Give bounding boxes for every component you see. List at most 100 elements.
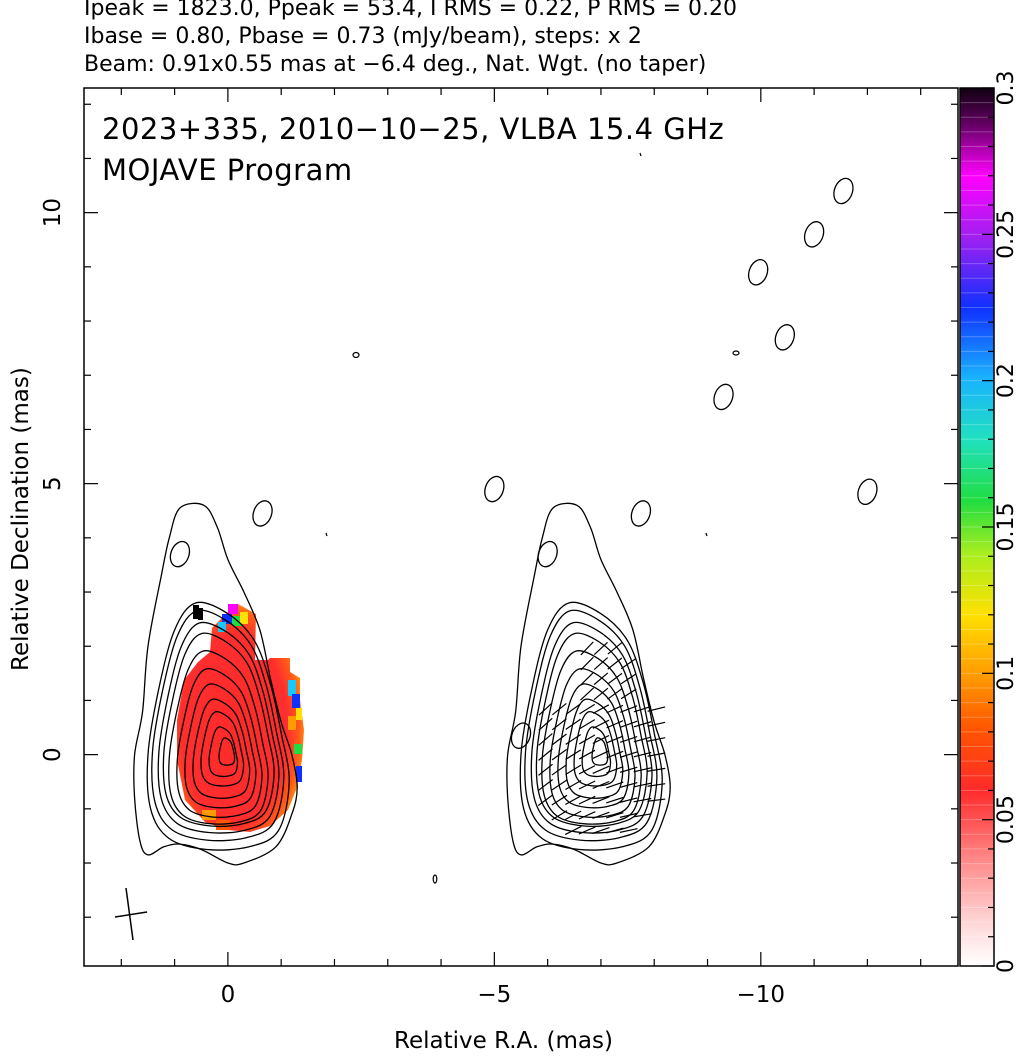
- evpa-stick: [647, 721, 666, 727]
- evpa-stick: [537, 794, 554, 806]
- stokes-i-contour: [565, 698, 624, 799]
- y-tick-label: 0: [40, 747, 66, 762]
- evpa-stick: [592, 704, 610, 714]
- evpa-stick: [551, 810, 568, 821]
- evpa-stick: [606, 766, 624, 774]
- evpa-stick: [537, 779, 554, 791]
- evpa-stick: [647, 737, 666, 742]
- evpa-stick: [565, 764, 582, 775]
- stokes-i-contour: [557, 683, 630, 809]
- noise-specks: [325, 152, 740, 884]
- evpa-stick: [647, 798, 666, 802]
- isolated-contour: [774, 324, 796, 351]
- evpa-stick: [606, 704, 624, 714]
- evpa-stick: [593, 657, 609, 671]
- x-tick-label: −10: [737, 982, 786, 1008]
- colorbar-tick-label: 0: [994, 959, 1019, 973]
- evpa-stick: [620, 705, 638, 713]
- evpa-stick: [538, 763, 553, 776]
- evpa-stick: [647, 783, 666, 787]
- evpa-stick: [607, 657, 623, 670]
- stokes-i-contour: [192, 698, 251, 799]
- evpa-stick: [551, 733, 567, 746]
- evpa-stick: [593, 672, 609, 686]
- evpa-stick: [578, 826, 596, 835]
- evpa-stick: [593, 641, 608, 655]
- evpa-stick: [564, 825, 582, 836]
- stokes-i-contour: [157, 621, 280, 834]
- evpa-stick: [607, 672, 623, 685]
- evpa-stick: [647, 767, 666, 772]
- evpa-stick: [565, 795, 582, 806]
- evpa-stick: [565, 718, 581, 730]
- evpa-stick: [606, 750, 624, 759]
- isolated-contour: [803, 221, 825, 248]
- evpa-stick: [619, 735, 638, 743]
- evpa-stick: [551, 779, 568, 791]
- evpa-stick: [592, 811, 610, 820]
- evpa-stick: [565, 703, 581, 715]
- evpa-stick: [606, 735, 624, 744]
- y-tick-label: 10: [40, 198, 66, 227]
- evpa-stick: [633, 797, 652, 803]
- isolated-contour: [713, 383, 734, 411]
- evpa-stick: [592, 734, 610, 744]
- stokes-i-contour: [208, 726, 239, 778]
- evpa-stick: [620, 657, 637, 670]
- beam-cross: [114, 887, 148, 941]
- colorbar-tick-label: 0.3: [994, 71, 1019, 106]
- evpa-stick: [619, 751, 638, 758]
- fractional-polarization-image: [177, 604, 304, 832]
- evpa-stick: [538, 748, 553, 761]
- header-line-base: Ibase = 0.80, Pbase = 0.73 (mJy/beam), s…: [84, 24, 642, 49]
- evpa-stick: [580, 641, 594, 656]
- stokes-i-contour: [218, 737, 236, 766]
- stokes-i-contour: [184, 683, 257, 809]
- evpa-stick: [579, 719, 596, 730]
- isolated-contour: [510, 722, 532, 749]
- stokes-i-contour: [524, 609, 658, 842]
- evpa-stick: [593, 687, 609, 701]
- stokes-i-contour: [200, 710, 245, 787]
- x-tick-label: 0: [221, 982, 236, 1008]
- evpa-stick: [538, 717, 553, 731]
- stokes-i-contour: [146, 601, 290, 851]
- stokes-i-contour: [151, 609, 285, 842]
- evpa-stick: [607, 688, 623, 700]
- evpa-stick: [580, 656, 594, 671]
- evpa-stick: [538, 702, 553, 716]
- isolated-contour: [537, 540, 558, 568]
- stokes-i-contour: [133, 502, 298, 866]
- evpa-stick: [552, 702, 567, 716]
- stokes-i-contour: [549, 668, 636, 818]
- isolated-contour: [857, 478, 878, 506]
- evpa-stick: [606, 781, 624, 789]
- evpa-stick: [578, 780, 596, 790]
- source-title: 2023+335, 2010−10−25, VLBA 15.4 GHz: [102, 112, 725, 146]
- evpa-stick: [592, 826, 610, 835]
- evpa-stick: [580, 672, 594, 686]
- evpa-stick: [633, 721, 652, 728]
- evpa-stick: [619, 812, 638, 818]
- evpa-stick: [551, 764, 568, 776]
- evpa-stick: [647, 752, 666, 757]
- stokes-i-contour: [573, 710, 618, 787]
- program-title: MOJAVE Program: [102, 153, 353, 187]
- colorbar-tick-label: 0.25: [994, 210, 1019, 259]
- evpa-stick: [565, 779, 582, 791]
- evpa-stick: [607, 642, 623, 655]
- isolated-contour: [630, 500, 652, 527]
- x-tick-label: −5: [477, 982, 511, 1008]
- isolated-contour: [484, 475, 505, 503]
- evpa-stick: [578, 811, 596, 820]
- evpa-stick: [579, 703, 596, 715]
- isolated-contour: [169, 540, 191, 568]
- stokes-i-contour: [519, 601, 663, 851]
- stokes-i-contour: [541, 650, 642, 825]
- stokes-i-contour: [168, 650, 269, 825]
- evpa-stick: [606, 812, 624, 819]
- evpa-stick: [564, 810, 582, 821]
- evpa-stick: [633, 813, 652, 818]
- evpa-stick: [633, 767, 652, 773]
